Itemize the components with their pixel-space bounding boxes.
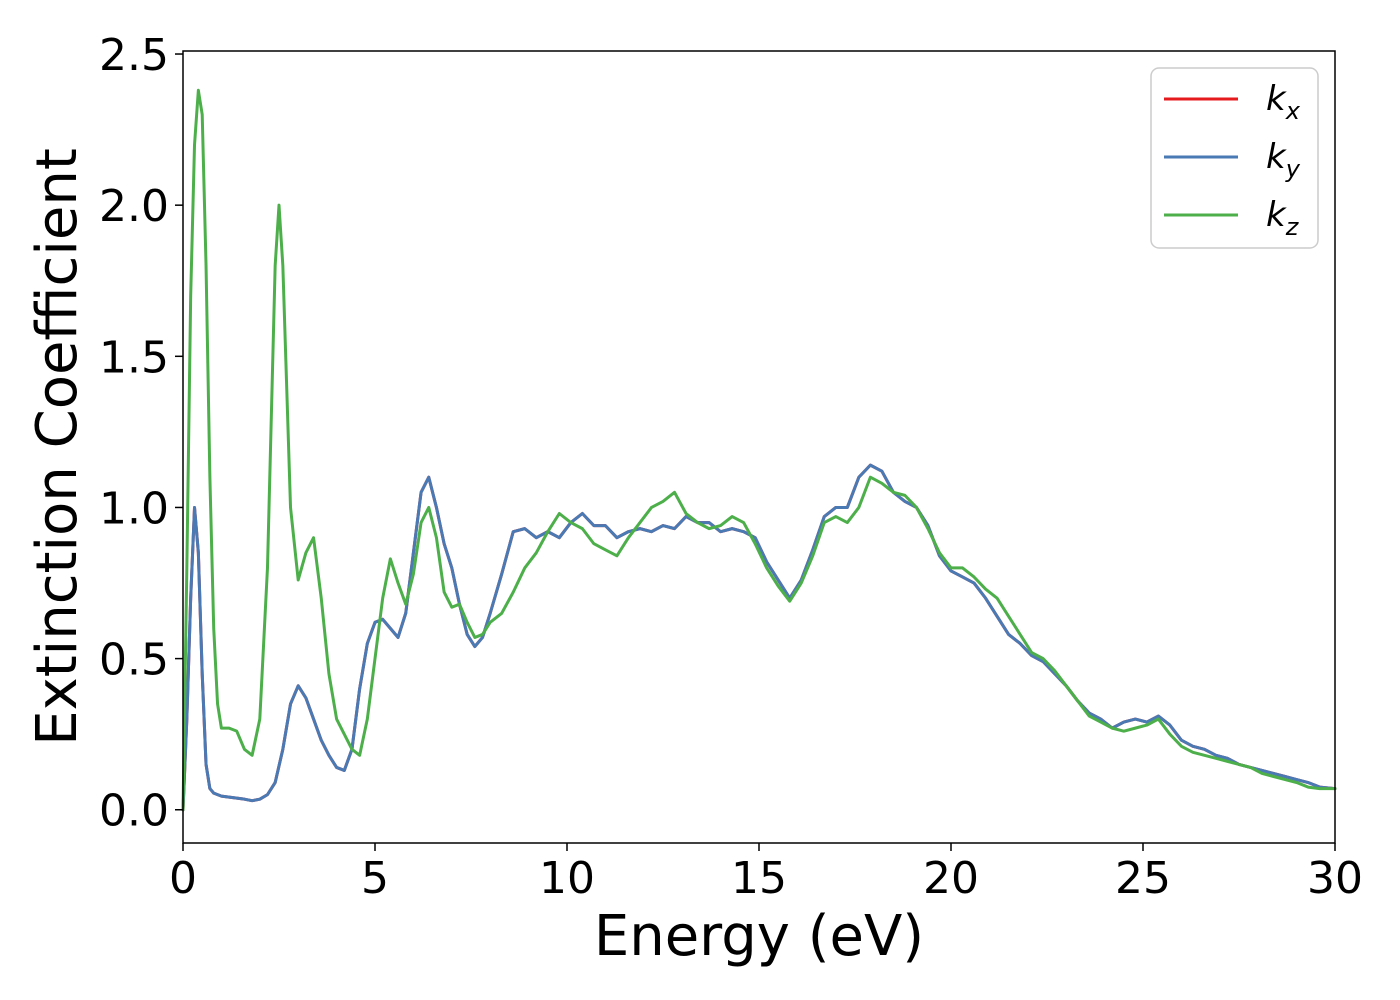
series-line-kz bbox=[181, 88, 1337, 812]
y-tick-label: 0.0 bbox=[99, 786, 169, 837]
y-axis-title: Extinction Coefficient bbox=[25, 148, 90, 746]
x-tick-label: 15 bbox=[731, 853, 787, 904]
series-line-kx bbox=[181, 463, 1337, 812]
y-tick-label: 2.5 bbox=[99, 30, 169, 81]
y-tick-label: 1.5 bbox=[99, 332, 169, 383]
x-tick-label: 0 bbox=[169, 853, 197, 904]
legend-label-kz: kz bbox=[1266, 195, 1300, 241]
x-axis-ticks: 0 5 10 15 20 25 30 bbox=[169, 843, 1363, 904]
x-tick-label: 30 bbox=[1307, 853, 1363, 904]
x-tick-label: 25 bbox=[1115, 853, 1171, 904]
x-axis-title: Energy (eV) bbox=[594, 904, 924, 969]
y-tick-label: 1.0 bbox=[99, 483, 169, 534]
y-tick-label: 0.5 bbox=[99, 635, 169, 686]
legend-label-ky: ky bbox=[1266, 137, 1301, 183]
x-tick-label: 20 bbox=[923, 853, 979, 904]
series-line-ky bbox=[181, 463, 1337, 812]
y-tick-label: 2.0 bbox=[99, 181, 169, 232]
legend-label-kx: kx bbox=[1266, 79, 1301, 125]
x-tick-label: 5 bbox=[361, 853, 389, 904]
y-axis-ticks: 0.0 0.5 1.0 1.5 2.0 2.5 bbox=[99, 30, 183, 837]
x-tick-label: 10 bbox=[539, 853, 595, 904]
legend: kx ky kz bbox=[1150, 67, 1319, 249]
series-layer bbox=[181, 88, 1337, 812]
